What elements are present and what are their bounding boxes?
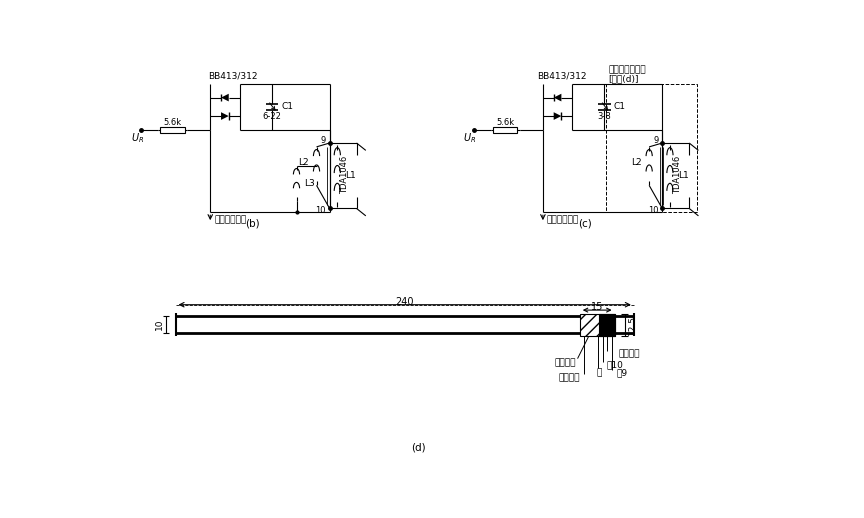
Polygon shape [221,112,229,120]
Polygon shape [554,112,562,120]
Text: 5.6k: 5.6k [496,119,514,127]
Text: 腳10: 腳10 [607,361,624,369]
Text: 3-8: 3-8 [598,111,612,121]
Bar [580,314,614,336]
Text: 腳9: 腳9 [616,368,627,377]
Text: 鐵氧體磁棒天線: 鐵氧體磁棒天線 [608,65,646,75]
Text: 15: 15 [591,302,603,312]
Text: C1: C1 [281,103,293,111]
Text: 10: 10 [648,206,658,215]
Text: $U_R$: $U_R$ [463,131,476,145]
Text: TDA1046: TDA1046 [340,156,350,194]
Text: (c): (c) [578,219,592,229]
Text: TDA1046: TDA1046 [673,156,683,194]
Bar [160,127,185,133]
Text: 9: 9 [653,136,658,145]
Text: 耦合繞組: 耦合繞組 [619,350,640,358]
Text: 10: 10 [155,319,164,330]
Text: 高電位點: 高電位點 [558,373,580,382]
Text: [見圖(d)]: [見圖(d)] [608,74,638,83]
Text: 至振蕩二極管: 至振蕩二極管 [547,215,579,224]
Text: 240: 240 [395,297,414,307]
Text: BB413/312: BB413/312 [537,71,587,80]
Text: L1: L1 [677,171,689,180]
Text: (d): (d) [411,442,425,452]
Text: 9: 9 [321,136,326,145]
Text: L1: L1 [345,171,356,180]
Bar [606,84,697,212]
Text: 至振蕩二極管: 至振蕩二極管 [214,215,246,224]
Text: C1: C1 [613,103,626,111]
Text: L2: L2 [631,158,641,167]
Text: 6-22: 6-22 [263,111,282,121]
Text: 12.5: 12.5 [628,315,637,335]
Text: BB413/312: BB413/312 [208,71,258,80]
Bar [599,314,614,336]
Bar [492,127,518,133]
Polygon shape [554,94,562,102]
Polygon shape [221,94,229,102]
Text: L3: L3 [304,179,315,188]
Text: 振蕩回路: 振蕩回路 [555,359,576,368]
Text: (b): (b) [245,219,260,229]
Text: $U_R$: $U_R$ [130,131,143,145]
Text: L2: L2 [298,158,308,167]
Text: 地: 地 [596,368,602,377]
Text: 5.6k: 5.6k [163,119,181,127]
Text: 10: 10 [315,206,326,215]
